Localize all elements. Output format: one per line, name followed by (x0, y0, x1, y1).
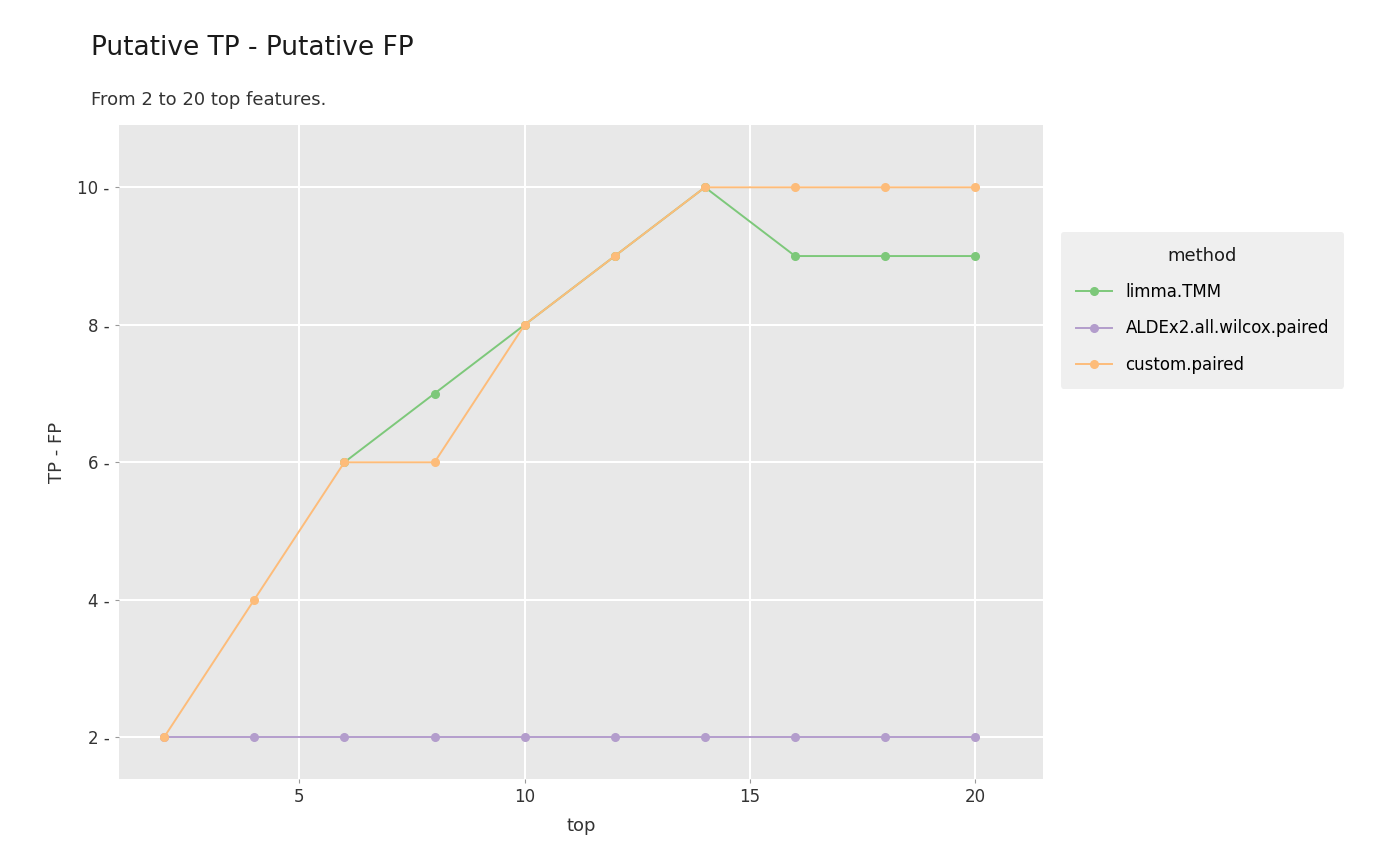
Line: limma.TMM: limma.TMM (340, 183, 979, 466)
limma.TMM (876, 251, 893, 261)
Line: ALDEx2.all.wilcox.paired: ALDEx2.all.wilcox.paired (160, 734, 979, 741)
ALDEx2.all.wilcox.paired (517, 732, 533, 742)
ALDEx2.all.wilcox.paired (426, 732, 442, 742)
limma.TMM (697, 183, 714, 193)
ALDEx2.all.wilcox.paired (336, 732, 353, 742)
custom.paired (787, 183, 804, 193)
Y-axis label: TP - FP: TP - FP (48, 421, 66, 483)
limma.TMM (336, 457, 353, 467)
limma.TMM (606, 251, 623, 261)
custom.paired (606, 251, 623, 261)
ALDEx2.all.wilcox.paired (606, 732, 623, 742)
Text: Putative TP - Putative FP: Putative TP - Putative FP (91, 35, 413, 61)
Line: custom.paired: custom.paired (160, 183, 979, 741)
ALDEx2.all.wilcox.paired (246, 732, 263, 742)
custom.paired (517, 319, 533, 330)
custom.paired (426, 457, 442, 467)
Legend: limma.TMM, ALDEx2.all.wilcox.paired, custom.paired: limma.TMM, ALDEx2.all.wilcox.paired, cus… (1061, 232, 1344, 388)
ALDEx2.all.wilcox.paired (787, 732, 804, 742)
ALDEx2.all.wilcox.paired (155, 732, 172, 742)
ALDEx2.all.wilcox.paired (697, 732, 714, 742)
custom.paired (336, 457, 353, 467)
custom.paired (246, 594, 263, 605)
X-axis label: top: top (566, 817, 596, 836)
limma.TMM (967, 251, 984, 261)
ALDEx2.all.wilcox.paired (967, 732, 984, 742)
limma.TMM (426, 388, 442, 399)
custom.paired (876, 183, 893, 193)
ALDEx2.all.wilcox.paired (876, 732, 893, 742)
Text: From 2 to 20 top features.: From 2 to 20 top features. (91, 91, 326, 109)
limma.TMM (517, 319, 533, 330)
custom.paired (967, 183, 984, 193)
custom.paired (155, 732, 172, 742)
custom.paired (697, 183, 714, 193)
limma.TMM (787, 251, 804, 261)
